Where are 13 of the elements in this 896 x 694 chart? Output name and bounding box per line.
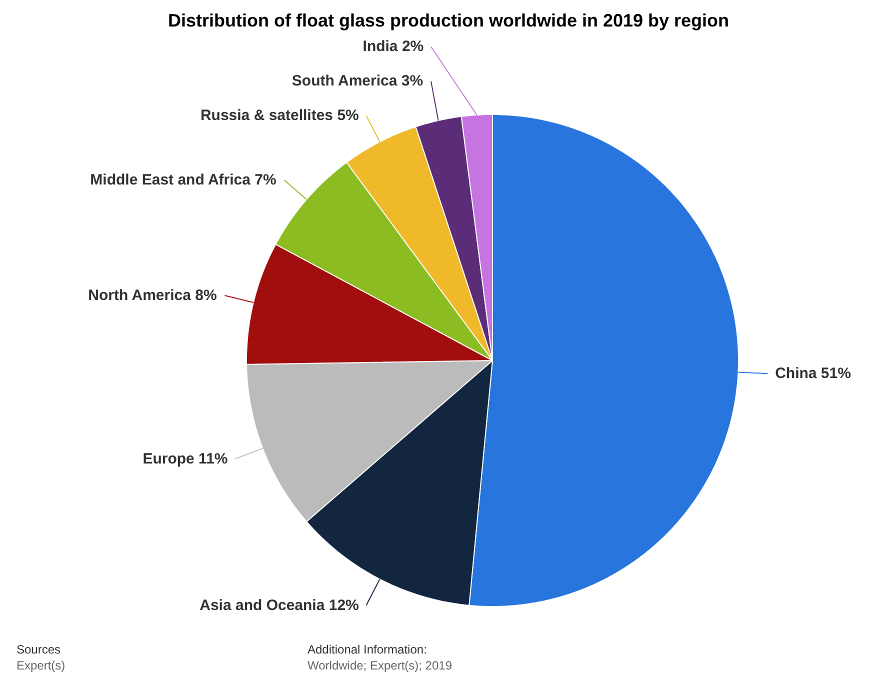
slice-label: Asia and Oceania 12%: [200, 596, 359, 614]
slice-label: China 51%: [775, 365, 851, 382]
chart-title: Distribution of float glass production worldwide in 2019 by region: [168, 10, 730, 30]
slice-label: South America 3%: [292, 72, 424, 90]
text: Expert(s): [16, 658, 66, 672]
text: Additional Information:: [308, 642, 427, 656]
slice-label: India 2%: [362, 38, 424, 56]
slice-label: Europe 11%: [142, 450, 228, 468]
slice-label: Middle East and Africa 7%: [90, 172, 276, 189]
text: Worldwide; Expert(s); 2019: [308, 658, 452, 672]
slice-label: North America 8%: [88, 287, 217, 304]
text: Sources: [16, 642, 61, 656]
slice-label: Russia & satellites 5%: [200, 107, 359, 124]
